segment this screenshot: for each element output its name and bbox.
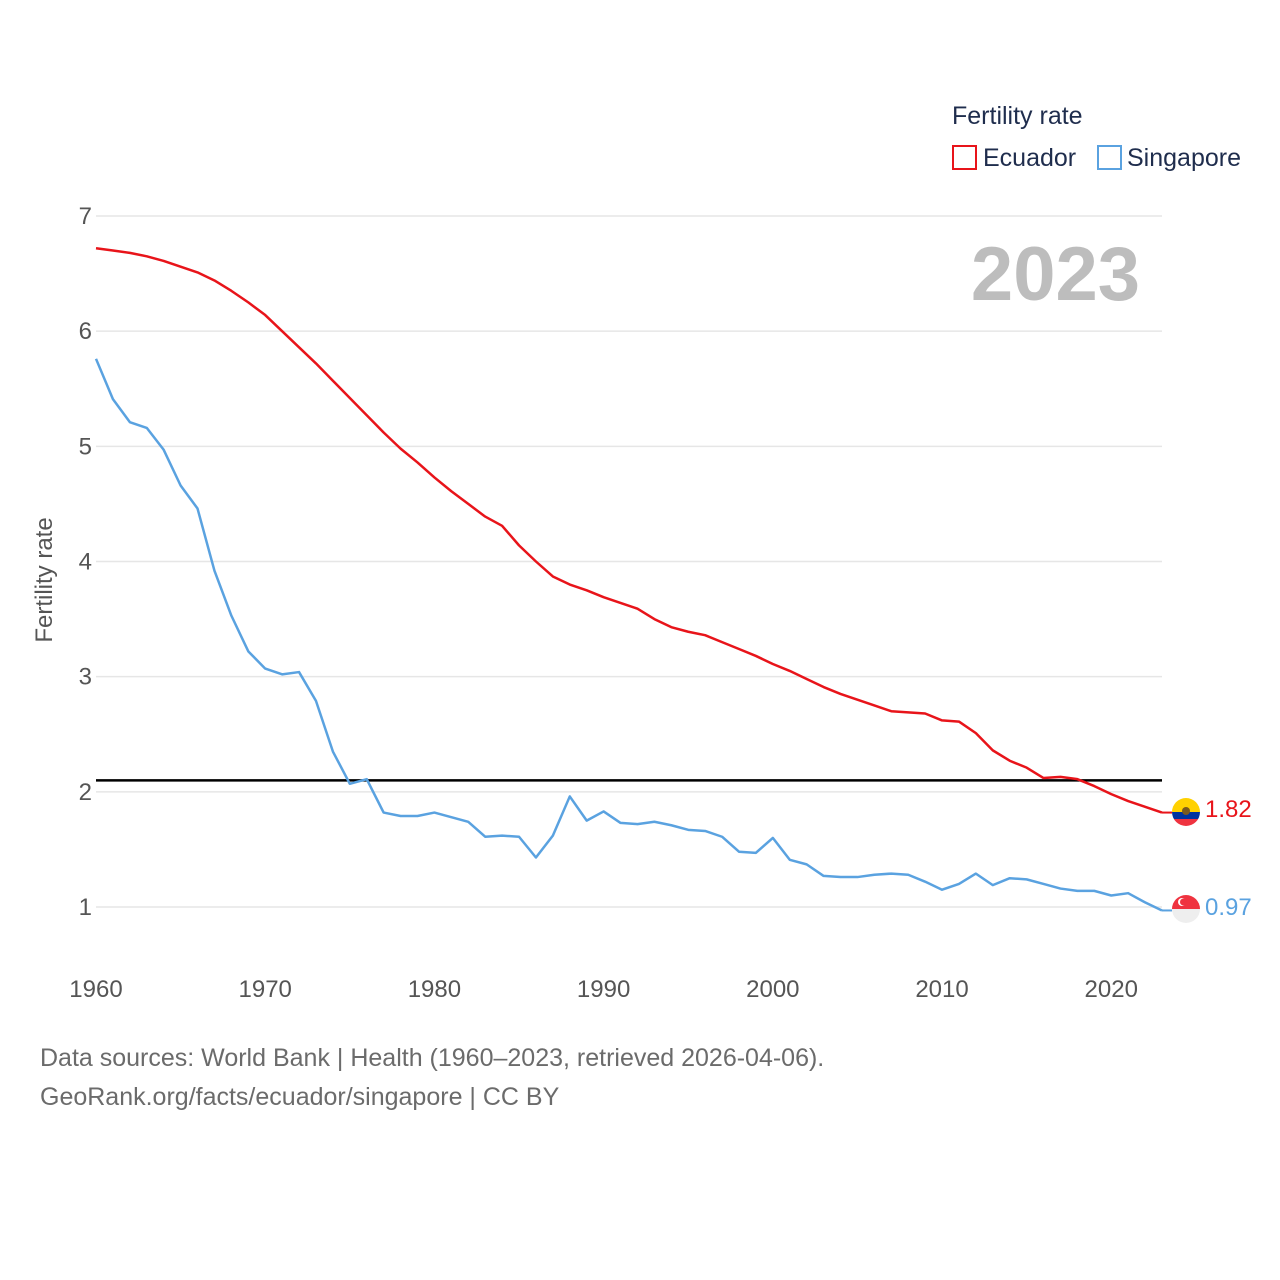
source-line: Data sources: World Bank | Health (1960–… bbox=[40, 1044, 825, 1072]
legend-item-singapore[interactable]: Singapore bbox=[1097, 144, 1241, 172]
legend-item-ecuador[interactable]: Ecuador bbox=[952, 144, 1076, 172]
y-tick-label: 2 bbox=[79, 779, 92, 806]
x-axis-ticks: 1960 1970 1980 1990 2000 2010 2020 bbox=[69, 976, 1138, 1003]
y-tick-label: 7 bbox=[79, 203, 92, 230]
x-tick-label: 1970 bbox=[239, 976, 292, 1003]
y-axis-title: Fertility rate bbox=[31, 517, 58, 642]
y-tick-label: 5 bbox=[79, 433, 92, 460]
x-tick-label: 2010 bbox=[915, 976, 968, 1003]
legend-swatch-singapore bbox=[1097, 145, 1122, 170]
x-tick-label: 2000 bbox=[746, 976, 799, 1003]
y-tick-label: 6 bbox=[79, 318, 92, 345]
y-tick-label: 4 bbox=[79, 549, 92, 576]
x-tick-label: 1960 bbox=[69, 976, 122, 1003]
ecuador-flag-icon bbox=[1172, 798, 1200, 826]
singapore-flag-icon bbox=[1172, 895, 1200, 923]
series-lines bbox=[94, 247, 1172, 912]
x-tick-label: 1980 bbox=[408, 976, 461, 1003]
grid-lines bbox=[96, 215, 1162, 908]
y-tick-label: 1 bbox=[79, 894, 92, 921]
legend-swatch-ecuador bbox=[952, 145, 977, 170]
credit-line: GeoRank.org/facts/ecuador/singapore | CC… bbox=[40, 1083, 560, 1111]
legend-label-singapore: Singapore bbox=[1127, 144, 1241, 172]
legend-label-ecuador: Ecuador bbox=[983, 144, 1076, 172]
x-tick-label: 1990 bbox=[577, 976, 630, 1003]
year-label: 2023 bbox=[971, 232, 1140, 317]
legend-title: Fertility rate bbox=[952, 102, 1083, 130]
end-value-ecuador: 1.82 bbox=[1205, 796, 1252, 823]
y-tick-label: 3 bbox=[79, 664, 92, 691]
series-line-singapore bbox=[94, 358, 1163, 912]
series-line-ecuador bbox=[95, 247, 1163, 814]
end-value-singapore: 0.97 bbox=[1205, 894, 1252, 921]
x-tick-label: 2020 bbox=[1085, 976, 1138, 1003]
y-axis-ticks: 1 2 3 4 5 6 7 bbox=[79, 203, 92, 921]
legend[interactable]: Fertility rate Ecuador Singapore bbox=[952, 102, 1241, 172]
